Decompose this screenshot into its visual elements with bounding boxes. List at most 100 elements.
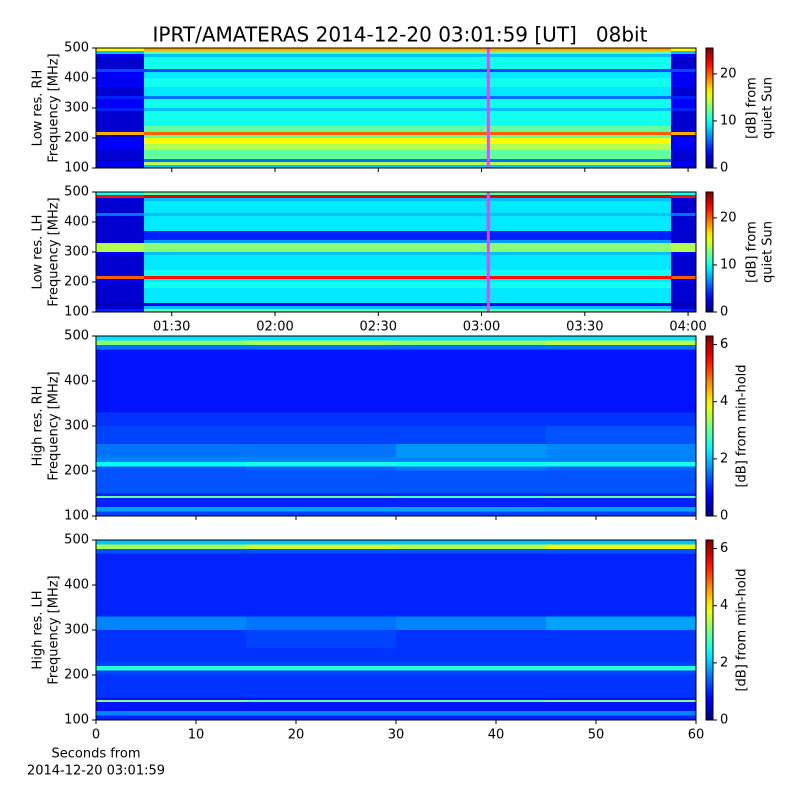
heatmap-cell [670, 51, 696, 54]
heatmap-cell [670, 306, 696, 309]
heatmap-cell [546, 462, 696, 467]
y-tick-label: 300 [64, 419, 89, 434]
heatmap-cell [144, 270, 671, 276]
heatmap-cell [396, 666, 546, 671]
heatmap-cell [546, 702, 696, 711]
heatmap-cell [670, 231, 696, 240]
heatmap-cell [144, 294, 671, 303]
heatmap-cell [96, 195, 145, 198]
heatmap-cell [546, 349, 696, 413]
heatmap-cell [670, 255, 696, 270]
heatmap-cell [670, 132, 696, 135]
heatmap-cell [96, 213, 145, 216]
figure-title: IPRT/AMATERAS 2014-12-20 03:01:59 [UT] 0… [153, 23, 648, 47]
y-tick-label: 300 [64, 101, 89, 116]
heatmap-cell [96, 126, 145, 132]
x-tick-label: 60 [688, 728, 705, 743]
heatmap-cell [670, 276, 696, 279]
y-tick-label: 400 [64, 578, 89, 593]
x-tick-label: 04:00 [669, 320, 706, 335]
heatmap-cell [546, 444, 696, 458]
y-tick-label: 500 [64, 533, 89, 548]
heatmap-cell [96, 294, 145, 303]
y-axis-label: Low res. RH [31, 70, 46, 147]
y-axis-label: Frequency [MHz] [47, 53, 62, 162]
heatmap-cell [396, 616, 546, 630]
heatmap-cell [546, 457, 696, 462]
colorbar-tick-label: 6 [720, 337, 728, 352]
heatmap-cell [96, 697, 246, 700]
heatmap-cell [96, 444, 246, 458]
heatmap-cell [246, 495, 396, 498]
heatmap-cell [670, 192, 696, 195]
heatmap-cell [670, 198, 696, 201]
heatmap-cell [96, 201, 145, 213]
x-tick-label: 02:30 [360, 320, 397, 335]
heatmap-cell [96, 162, 145, 165]
heatmap-cell [396, 711, 546, 716]
heatmap-cell [144, 138, 671, 144]
heatmap-cell [670, 252, 696, 255]
heatmap-cell [246, 702, 396, 711]
heatmap-cell [546, 412, 696, 426]
heatmap-cell [546, 340, 696, 345]
heatmap-cell [96, 96, 145, 99]
heatmap-cell [246, 711, 396, 716]
colorbar-tick-label: 4 [720, 598, 728, 613]
heatmap-cell [144, 195, 671, 198]
heatmap-cell [670, 87, 696, 96]
heatmap-cell [96, 306, 145, 309]
heatmap-cell [546, 507, 696, 512]
heatmap-cell [546, 544, 696, 549]
heatmap-cell [96, 462, 246, 467]
heatmap-cell [546, 511, 696, 516]
heatmap-cell [96, 648, 246, 662]
heatmap-cell [396, 661, 546, 666]
heatmap-cell [396, 349, 546, 413]
heatmap-cell [144, 213, 671, 216]
heatmap-cell [96, 150, 145, 159]
heatmap-cell [144, 276, 671, 279]
heatmap-cell [144, 201, 671, 213]
colorbar-tick-label: 20 [720, 66, 737, 81]
heatmap-cell [546, 553, 696, 617]
y-tick-label: 500 [64, 41, 89, 56]
x-tick-label: 40 [488, 728, 505, 743]
heatmap-cell [670, 201, 696, 213]
heatmap-cell [396, 699, 546, 702]
heatmap-cell [670, 48, 696, 51]
y-tick-label: 300 [64, 623, 89, 638]
heatmap-cell [96, 138, 145, 144]
x-tick-label: 10 [188, 728, 205, 743]
heatmap-cell [144, 192, 671, 195]
colorbar-label: [dB] from [745, 221, 760, 283]
heatmap-cell [546, 648, 696, 662]
heatmap-cell [96, 216, 145, 222]
heatmap-cell [144, 99, 671, 108]
heatmap-cell [96, 57, 145, 69]
heatmap-cell [670, 282, 696, 288]
heatmap-cell [396, 466, 546, 471]
heatmap-cell [144, 108, 671, 111]
heatmap-cell [96, 243, 145, 252]
heatmap-cell [546, 630, 696, 648]
colorbar [705, 47, 714, 169]
heatmap-cell [144, 72, 671, 78]
heatmap-cell [96, 661, 246, 666]
heatmap-cell [96, 51, 145, 54]
heatmap-cell [144, 255, 671, 270]
heatmap-cell [144, 288, 671, 294]
x-axis-label: Seconds from [51, 747, 140, 762]
heatmap-cell [246, 616, 396, 630]
heatmap-cell [246, 349, 396, 413]
heatmap-cell [396, 549, 546, 554]
x-tick-label: 20 [288, 728, 305, 743]
heatmap-cell [96, 471, 246, 494]
heatmap-cell [96, 345, 246, 350]
heatmap-cell [246, 670, 396, 675]
heatmap-cell [96, 165, 145, 168]
heatmap-cell [96, 54, 145, 57]
heatmap-cell [96, 135, 145, 138]
heatmap-cell [546, 493, 696, 496]
